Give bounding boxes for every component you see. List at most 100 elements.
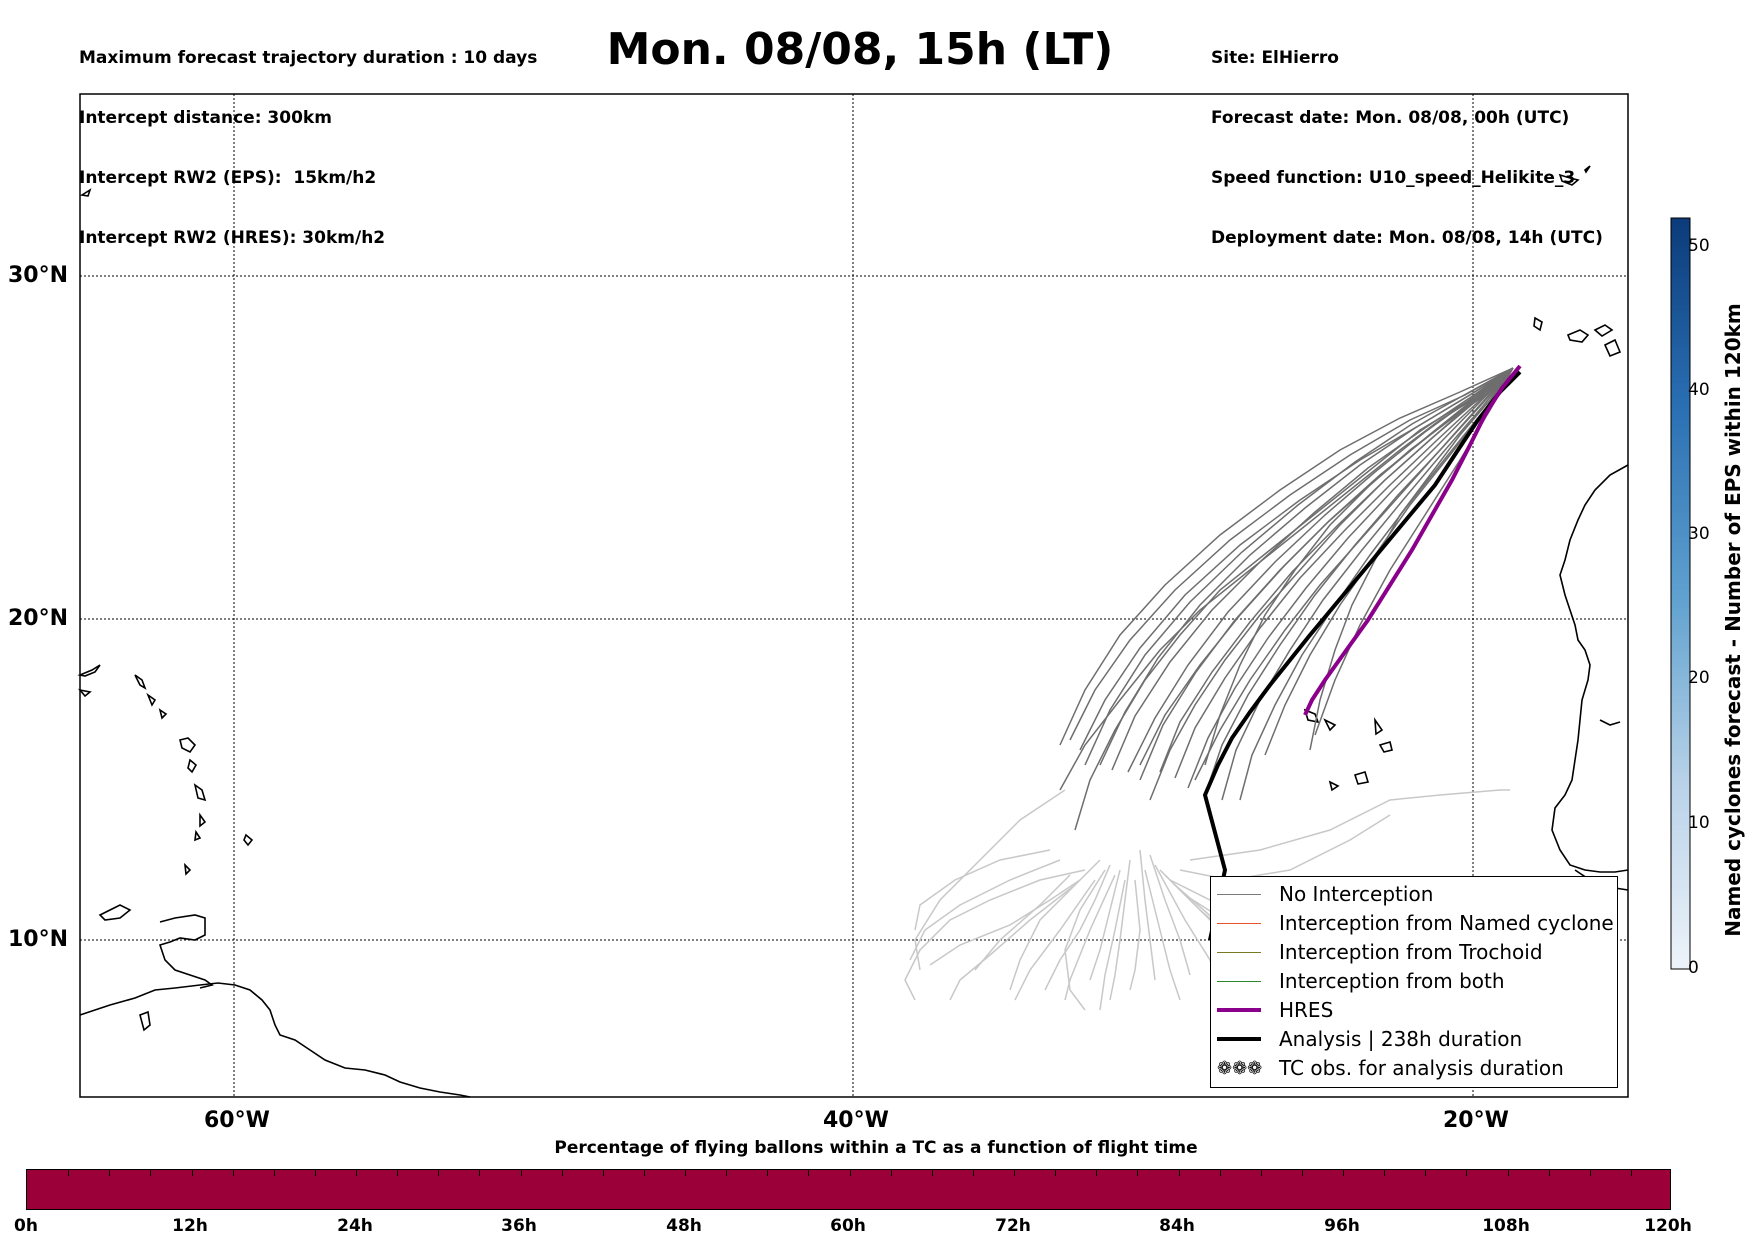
colorbar-tick-label: 84h xyxy=(1159,1216,1195,1236)
legend-swatch xyxy=(1217,1008,1261,1012)
colorbar-tick xyxy=(643,1170,645,1176)
colorbar-tick xyxy=(602,1170,604,1176)
info-line: Intercept RW2 (EPS): 15km/h2 xyxy=(79,168,377,188)
legend-swatch xyxy=(1217,1037,1261,1041)
legend-swatch xyxy=(1217,951,1261,953)
colorbar-tick-label: 72h xyxy=(995,1216,1031,1236)
colorbar-tick xyxy=(1548,1170,1550,1176)
colorbar-tick xyxy=(1178,1170,1180,1176)
info-line: Forecast date: Mon. 08/08, 00h (UTC) xyxy=(1211,108,1570,128)
colorbar-tick-label: 20 xyxy=(1688,668,1710,688)
colorbar-tick xyxy=(150,1170,152,1176)
colorbar-tick xyxy=(109,1170,111,1176)
legend-item: Interception from Named cyclone xyxy=(1217,910,1614,936)
map-legend: No Interception Interception from Named … xyxy=(1210,876,1618,1088)
legend-item: ❁❁❁ TC obs. for analysis duration xyxy=(1217,1055,1564,1081)
colorbar-tick xyxy=(1260,1170,1262,1176)
colorbar-tick-label: 10 xyxy=(1688,813,1710,833)
legend-swatch xyxy=(1217,893,1261,895)
colorbar-tick xyxy=(438,1170,440,1176)
analysis-trajectory xyxy=(1202,370,1522,941)
lat-label-30: 30°N xyxy=(8,263,69,288)
colorbar-tick-label: 48h xyxy=(666,1216,702,1236)
colorbar-label: Named cyclones forecast - Number of EPS … xyxy=(1721,303,1745,937)
colorbar-tick xyxy=(397,1170,399,1176)
colorbar-tick-label: 12h xyxy=(172,1216,208,1236)
colorbar-tick-label: 40 xyxy=(1688,380,1710,400)
lon-label-40w: 40°W xyxy=(823,1108,889,1133)
lon-label-60w: 60°W xyxy=(204,1108,270,1133)
colorbar-tick xyxy=(232,1170,234,1176)
legend-label: Interception from Trochoid xyxy=(1279,940,1543,964)
colorbar-tick xyxy=(931,1170,933,1176)
colorbar-tick xyxy=(849,1170,851,1176)
colorbar-tick xyxy=(1630,1170,1632,1176)
colorbar-tick xyxy=(1589,1170,1591,1176)
info-line: Intercept RW2 (HRES): 30km/h2 xyxy=(79,228,386,248)
colorbar-tick-label: 24h xyxy=(337,1216,373,1236)
colorbar-tick xyxy=(1466,1170,1468,1176)
colorbar-tick-label: 120h xyxy=(1644,1216,1692,1236)
colorbar-tick xyxy=(1384,1170,1386,1176)
colorbar-tick xyxy=(68,1170,70,1176)
legend-label: Analysis | 238h duration xyxy=(1279,1027,1523,1051)
info-line: Deployment date: Mon. 08/08, 14h (UTC) xyxy=(1211,228,1603,248)
legend-swatch xyxy=(1217,922,1261,924)
colorbar-tick xyxy=(890,1170,892,1176)
colorbar-tick-label: 36h xyxy=(501,1216,537,1236)
colorbar-tick-label: 0 xyxy=(1688,958,1699,978)
legend-item: Interception from Trochoid xyxy=(1217,939,1543,965)
info-line: Site: ElHierro xyxy=(1211,48,1339,68)
colorbar-tick-label: 50 xyxy=(1688,236,1710,256)
coastline-east xyxy=(1303,165,1629,891)
colorbar-tick xyxy=(356,1170,357,1176)
colorbar-tick-label: 108h xyxy=(1482,1216,1530,1236)
info-line: Maximum forecast trajectory duration : 1… xyxy=(79,48,538,68)
map-frame xyxy=(79,93,1629,1098)
colorbar-tick xyxy=(726,1170,728,1176)
legend-label: TC obs. for analysis duration xyxy=(1279,1056,1564,1080)
flight-time-colorbar-title: Percentage of flying ballons within a TC… xyxy=(554,1138,1198,1158)
colorbar-tick xyxy=(191,1170,193,1176)
legend-item: No Interception xyxy=(1217,881,1433,907)
colorbar-tick-label: 0h xyxy=(14,1216,38,1236)
cyclone-colorbar xyxy=(1670,217,1691,970)
coastline-west xyxy=(77,188,471,1098)
info-right: Site: ElHierro Forecast date: Mon. 08/08… xyxy=(1211,8,1603,268)
colorbar-tick xyxy=(561,1170,563,1176)
lon-label-20w: 20°W xyxy=(1443,1108,1509,1133)
colorbar-tick xyxy=(808,1170,810,1176)
colorbar-tick xyxy=(273,1170,275,1176)
colorbar-tick xyxy=(1343,1170,1344,1176)
legend-swatch xyxy=(1217,980,1261,982)
colorbar-tick xyxy=(1425,1170,1427,1176)
colorbar-tick-label: 60h xyxy=(830,1216,866,1236)
hres-trajectory xyxy=(1303,364,1522,716)
colorbar-tick xyxy=(314,1170,316,1176)
info-line: Speed function: U10_speed_Helikite_3 xyxy=(1211,168,1576,188)
flight-time-colorbar xyxy=(26,1169,1671,1210)
colorbar-tick xyxy=(1055,1170,1057,1176)
colorbar-tick xyxy=(767,1170,769,1176)
tc-obs-symbol-icon: ❁❁❁ xyxy=(1217,1057,1263,1079)
colorbar-tick xyxy=(1219,1170,1221,1176)
legend-label: HRES xyxy=(1279,998,1334,1022)
legend-label: No Interception xyxy=(1279,882,1434,906)
info-line: Intercept distance: 300km xyxy=(79,108,332,128)
colorbar-tick xyxy=(479,1170,481,1176)
lat-label-20: 20°N xyxy=(8,606,69,631)
legend-label: Interception from both xyxy=(1279,969,1505,993)
colorbar-tick xyxy=(1301,1170,1303,1176)
colorbar-tick xyxy=(685,1170,686,1176)
colorbar-tick xyxy=(1507,1170,1509,1176)
info-left: Maximum forecast trajectory duration : 1… xyxy=(79,8,537,268)
eps-trajectories xyxy=(1059,367,1514,831)
legend-item: HRES xyxy=(1217,997,1333,1023)
colorbar-tick xyxy=(972,1170,974,1176)
colorbar-tick xyxy=(1096,1170,1098,1176)
colorbar-tick-label: 30 xyxy=(1688,524,1710,544)
colorbar-tick xyxy=(1137,1170,1139,1176)
map-title: Mon. 08/08, 15h (LT) xyxy=(606,24,1114,75)
colorbar-tick-label: 96h xyxy=(1324,1216,1360,1236)
